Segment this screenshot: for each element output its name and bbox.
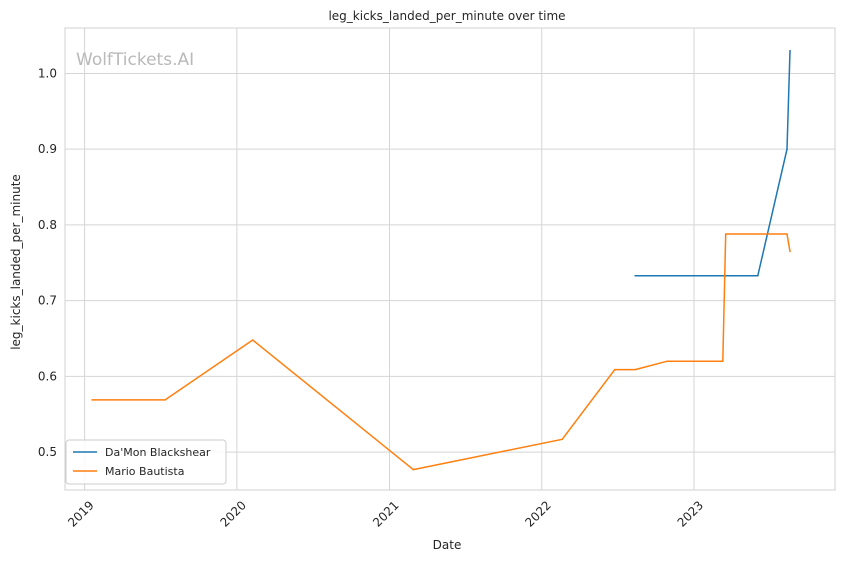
y-tick-label-1.0: 1.0 [38, 66, 57, 80]
data-point-0-3 [789, 49, 791, 52]
legend: Da'Mon Blackshear Mario Bautista [65, 439, 227, 485]
y-tick-label-0.8: 0.8 [38, 218, 57, 232]
chart-title: leg_kicks_landed_per_minute over time [328, 9, 565, 23]
data-point-1-2 [251, 339, 254, 341]
x-tick-label-2020: 2020 [217, 498, 248, 529]
data-point-1-0 [91, 399, 93, 401]
x-tick-labels: 2019 2020 2021 2022 2023 [65, 498, 706, 529]
data-point-1-5 [614, 368, 616, 371]
legend-label-bautista: Mario Bautista [105, 465, 184, 478]
data-point-0-0 [634, 274, 636, 277]
data-point-1-1 [164, 399, 166, 401]
series-line-0 [635, 50, 791, 277]
y-tick-label-0.9: 0.9 [38, 142, 57, 156]
x-tick-label-2021: 2021 [370, 498, 401, 529]
data-point-1-6 [634, 368, 636, 371]
data-point-1-11 [789, 250, 791, 253]
data-point-0-1 [757, 274, 759, 277]
grid-x [84, 28, 695, 490]
data-point-1-10 [786, 233, 788, 235]
plot-area [64, 27, 836, 491]
data-point-1-9 [724, 233, 727, 235]
y-tick-label-0.7: 0.7 [38, 294, 57, 308]
series-layer [91, 49, 791, 471]
y-tick-label-0.5: 0.5 [38, 445, 57, 459]
x-tick-label-2023: 2023 [675, 498, 706, 529]
y-axis-title: leg_kicks_landed_per_minute [9, 174, 23, 350]
data-point-1-4 [561, 438, 563, 441]
y-tick-label-0.6: 0.6 [38, 369, 57, 383]
x-axis-title: Date [433, 538, 462, 552]
x-tick-label-2022: 2022 [522, 498, 553, 529]
data-point-1-3 [412, 468, 415, 471]
watermark: WolfTickets.AI [76, 50, 194, 70]
legend-box [65, 439, 227, 485]
data-point-0-2 [786, 148, 788, 150]
series-line-1 [92, 233, 791, 471]
legend-label-blackshear: Da'Mon Blackshear [105, 446, 211, 459]
data-point-1-8 [722, 360, 724, 363]
data-point-1-7 [666, 360, 669, 363]
x-tick-label-2019: 2019 [65, 498, 96, 529]
y-tick-labels: 0.5 0.6 0.7 0.8 0.9 1.0 [38, 66, 57, 459]
